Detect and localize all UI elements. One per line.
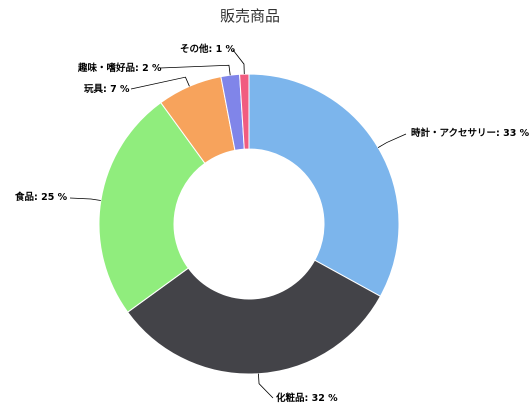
slice-2[interactable]	[126, 259, 382, 375]
data-label-4: 玩具: 7 %	[84, 84, 130, 95]
labels-group: 時計・アクセサリー: 33 % 化粧品: 32 % 食品: 25 % 玩具: 7 % 趣…	[14, 43, 529, 404]
leader-line-5	[159, 64, 231, 76]
data-label-1: 時計・アクセサリー: 33 %	[411, 127, 529, 139]
chart-title: 販売商品	[220, 7, 280, 25]
leader-line-4	[130, 76, 190, 90]
data-label-2: 化粧品: 32 %	[276, 392, 338, 404]
leader-line-2	[258, 373, 274, 399]
data-label-3: 食品: 25 %	[14, 191, 68, 203]
slice-6[interactable]	[239, 73, 250, 150]
slice-1[interactable]	[248, 73, 400, 297]
leader-line-1	[377, 133, 407, 148]
data-label-6: その他: 1 %	[180, 43, 236, 55]
slices-group	[98, 73, 400, 375]
leader-line-3	[69, 197, 101, 201]
slice-3[interactable]	[98, 101, 206, 313]
data-label-5: 趣味・嗜好品: 2 %	[77, 62, 162, 74]
leader-line-6	[232, 49, 245, 75]
